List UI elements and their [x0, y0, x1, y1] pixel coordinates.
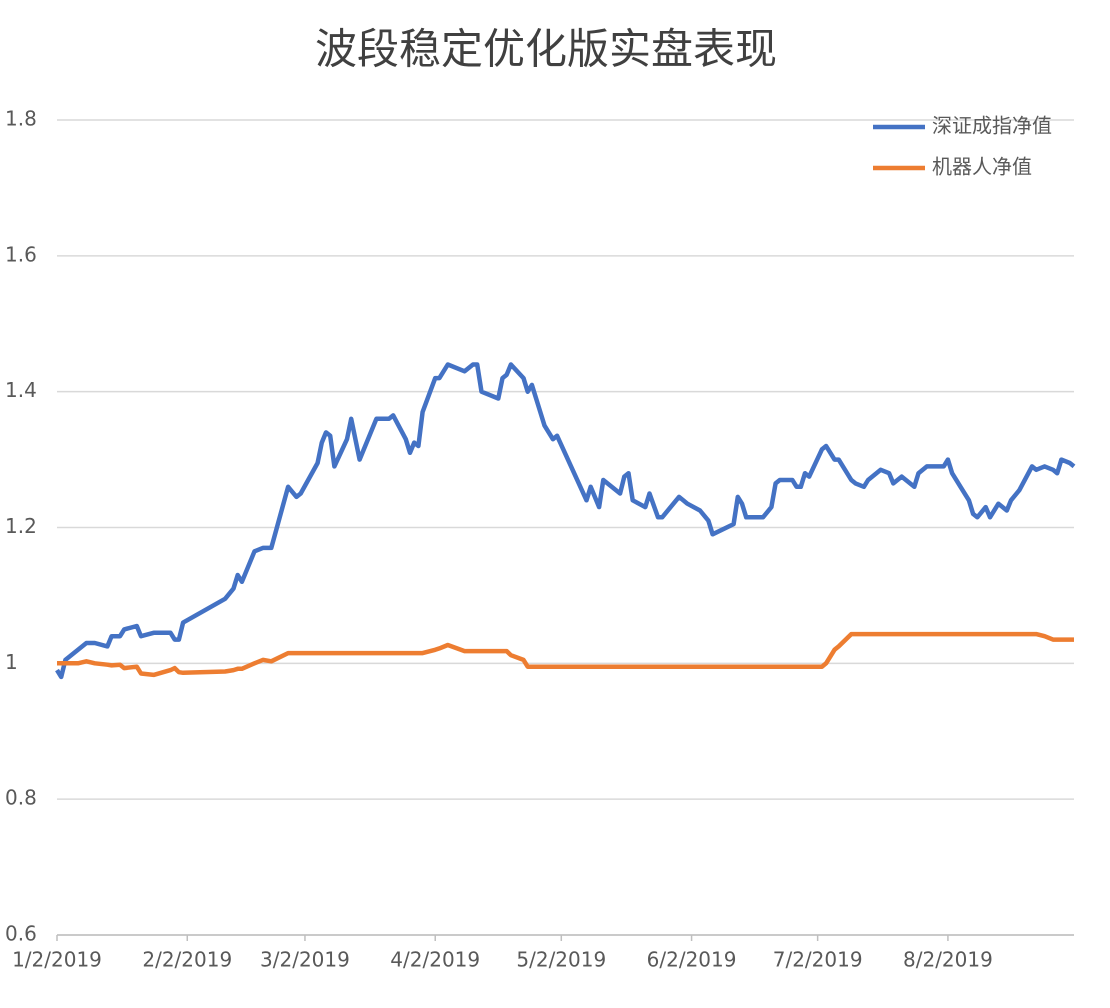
- y-tick-label: 1.6: [5, 242, 37, 266]
- y-tick-label: 1.2: [5, 514, 37, 538]
- series-line: [57, 631, 1074, 678]
- x-tick-label: 7/2/2019: [773, 948, 863, 972]
- x-tick-label: 6/2/2019: [647, 948, 737, 972]
- x-tick-label: 5/2/2019: [516, 948, 606, 972]
- series-line: [55, 362, 1076, 680]
- y-tick-label: 1.8: [5, 107, 37, 131]
- x-tick-label: 8/2/2019: [903, 948, 993, 972]
- x-tick-label: 4/2/2019: [390, 948, 480, 972]
- legend-label: 深证成指净值: [932, 114, 1052, 138]
- y-tick-label: 0.8: [5, 786, 37, 810]
- legend-label: 机器人净值: [932, 155, 1032, 179]
- x-tick-label: 3/2/2019: [260, 948, 350, 972]
- y-tick-label: 0.6: [5, 922, 37, 946]
- x-tick-label: 2/2/2019: [142, 948, 232, 972]
- chart-title: 波段稳定优化版实盘表现: [315, 25, 777, 74]
- x-tick-label: 1/2/2019: [12, 948, 102, 972]
- y-tick-label: 1.4: [5, 378, 37, 402]
- y-tick-label: 1: [5, 650, 18, 674]
